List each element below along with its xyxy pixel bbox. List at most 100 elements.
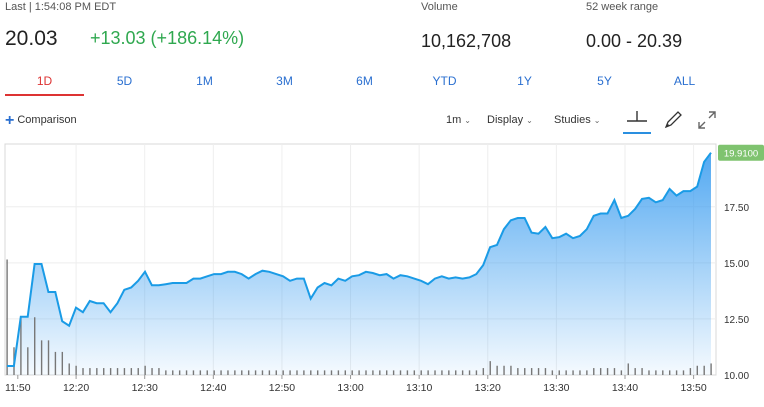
volume-bar	[482, 368, 485, 375]
volume-bar	[468, 370, 471, 375]
pencil-icon	[664, 111, 682, 129]
studies-label: Studies	[554, 114, 591, 126]
volume-bar	[337, 370, 340, 375]
volume-bar	[641, 368, 643, 375]
crosshair-icon	[627, 111, 647, 122]
volume-bar	[310, 370, 312, 375]
expand-icon	[698, 111, 716, 129]
volume-bar	[282, 370, 284, 375]
volume-bar	[579, 370, 581, 375]
price-chart[interactable]: 10.00 12.50 15.00 17.50 11:50 12:20 12:30 12:40…	[0, 140, 764, 407]
tab-5d[interactable]: 5D	[116, 74, 133, 88]
x-axis-tick-label: 12:30	[132, 382, 158, 394]
volume-bar	[103, 368, 105, 375]
volume-bar	[662, 370, 664, 375]
price-chart-svg: 10.00 12.50 15.00 17.50 11:50 12:20 12:30 12:40…	[4, 143, 764, 394]
volume-bar	[358, 370, 360, 375]
volume-bar	[648, 370, 650, 375]
draw-button[interactable]	[659, 108, 687, 134]
volume-bar	[565, 370, 567, 375]
last-trade-time: Last | 1:54:08 PM EDT	[5, 1, 117, 13]
studies-dropdown[interactable]: Studies ⌄	[554, 114, 600, 126]
volume-bar	[289, 370, 291, 375]
crosshair-button[interactable]	[623, 108, 651, 134]
volume-bar	[116, 368, 119, 375]
volume-bar	[172, 370, 174, 375]
volume-bar	[165, 370, 167, 375]
volume-bar	[627, 363, 629, 375]
volume-bar	[47, 340, 50, 375]
y-axis-tick-label: 10.00	[724, 371, 749, 382]
volume-bar	[530, 368, 533, 375]
volume-value: 10,162,708	[421, 31, 512, 51]
volume-bar	[475, 370, 478, 375]
tab-3m[interactable]: 3M	[276, 74, 293, 88]
volume-bar	[558, 370, 560, 375]
volume-bar	[710, 363, 712, 375]
volume-bar	[6, 259, 8, 375]
tab-6m[interactable]: 6M	[356, 74, 373, 88]
volume-bar	[109, 368, 112, 375]
volume-bar	[192, 370, 195, 375]
volume-bar	[372, 370, 374, 375]
y-axis-tick-label: 17.50	[724, 203, 749, 214]
expand-button[interactable]	[693, 108, 721, 134]
tab-1d[interactable]: 1D	[5, 70, 84, 96]
tab-5y[interactable]: 5Y	[597, 74, 612, 88]
volume-bar	[593, 368, 595, 375]
volume-bar	[275, 370, 277, 375]
display-dropdown[interactable]: Display ⌄	[487, 114, 533, 126]
volume-bar	[68, 363, 70, 375]
volume-bar	[682, 370, 685, 375]
volume-bar	[54, 351, 57, 375]
volume-bar	[668, 370, 671, 375]
chevron-down-icon: ⌄	[464, 116, 471, 125]
tab-ytd[interactable]: YTD	[432, 74, 457, 88]
volume-bar	[599, 368, 602, 375]
volume-bar	[220, 370, 222, 375]
volume-bar	[227, 370, 229, 375]
volume-bar	[206, 370, 208, 375]
volume-bar	[489, 361, 491, 375]
volume-bar	[61, 351, 64, 375]
volume-bar	[178, 370, 181, 375]
volume-bar	[75, 365, 77, 375]
volume-bar	[365, 370, 367, 375]
volume-bar	[634, 368, 636, 375]
volume-bar	[27, 347, 29, 375]
volume-bar	[420, 370, 422, 375]
volume-bar	[254, 370, 257, 375]
x-axis-tick-label: 12:20	[63, 382, 89, 394]
tab-all[interactable]: ALL	[673, 74, 696, 88]
y-axis-tick-label: 12.50	[724, 315, 749, 326]
volume-bar	[40, 340, 43, 375]
volume-bar	[613, 368, 616, 375]
volume-bar	[303, 370, 305, 375]
volume-bar	[606, 368, 609, 375]
volume-bar	[82, 368, 84, 375]
volume-bar	[455, 370, 457, 375]
comparison-button[interactable]: + Comparison	[5, 112, 77, 130]
x-axis-tick-label: 13:40	[612, 382, 638, 394]
volume-bar	[351, 370, 353, 375]
volume-bar	[620, 370, 623, 375]
volume-bar	[379, 370, 381, 375]
tab-1y[interactable]: 1Y	[517, 74, 532, 88]
chevron-down-icon: ⌄	[593, 116, 601, 125]
volume-bar	[524, 368, 526, 375]
plus-icon: +	[5, 112, 15, 129]
volume-bar	[323, 370, 326, 375]
interval-label: 1m	[446, 114, 462, 126]
quote-header: Last | 1:54:08 PM EDT 20.03 +13.03 (+186…	[0, 0, 764, 62]
interval-dropdown[interactable]: 1m ⌄	[446, 114, 471, 126]
volume-bar	[544, 368, 547, 375]
volume-bar	[96, 368, 98, 375]
volume-bar	[330, 370, 333, 375]
volume-bar	[137, 368, 139, 375]
volume-bar	[586, 370, 588, 375]
tab-1m[interactable]: 1M	[196, 74, 213, 88]
volume-bar	[448, 370, 450, 375]
time-range-tabs: 1D 5D 1M 3M 6M YTD 1Y 5Y ALL	[5, 70, 725, 96]
volume-bar	[234, 370, 236, 375]
comparison-label: Comparison	[17, 114, 77, 126]
